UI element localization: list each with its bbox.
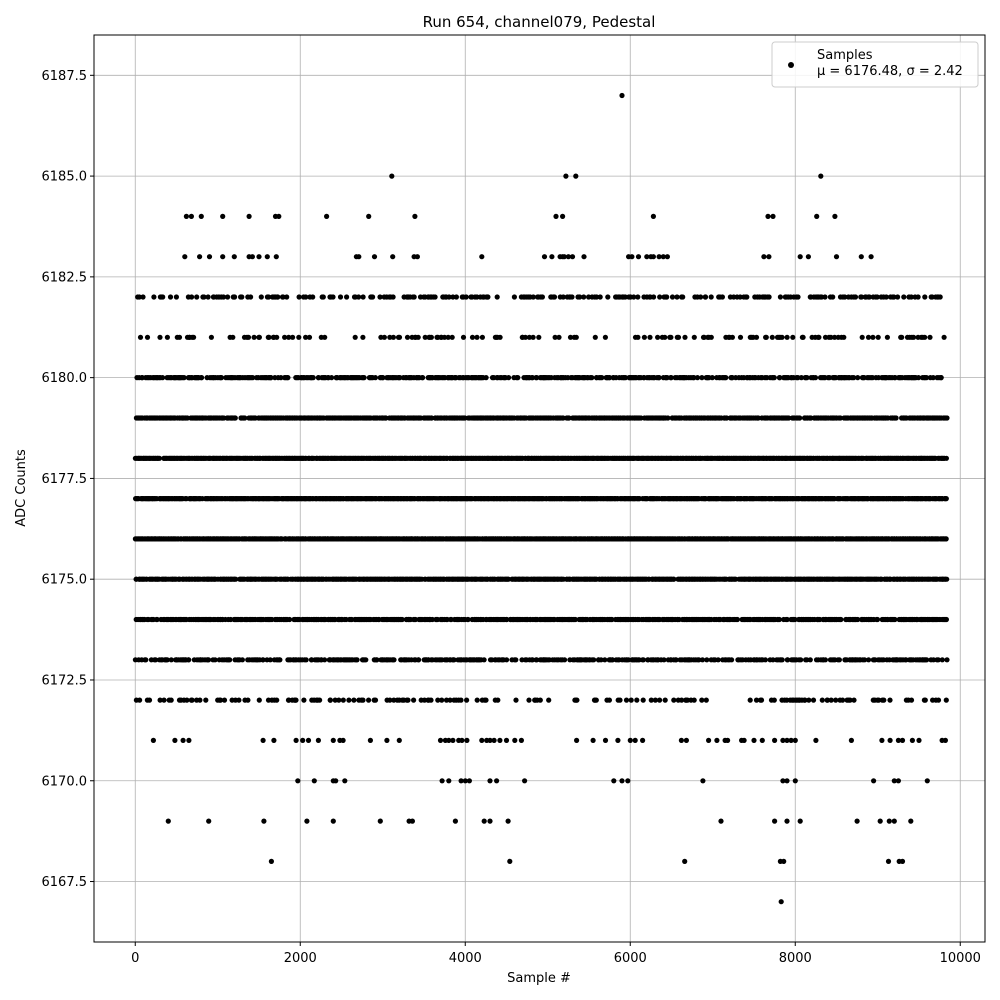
data-point xyxy=(892,616,898,623)
data-point xyxy=(640,657,647,663)
data-point xyxy=(943,455,950,461)
data-point xyxy=(661,657,667,663)
data-point xyxy=(866,657,872,663)
data-point xyxy=(785,657,791,663)
data-point xyxy=(836,657,843,663)
data-point xyxy=(770,657,776,663)
data-point xyxy=(598,657,604,663)
data-point xyxy=(699,657,706,663)
data-point xyxy=(329,375,335,381)
data-point xyxy=(420,375,426,381)
data-point xyxy=(625,657,632,663)
data-point xyxy=(944,657,950,663)
data-point xyxy=(734,616,741,623)
data-point xyxy=(199,375,205,381)
data-point xyxy=(153,657,159,663)
data-point xyxy=(822,657,829,663)
data-point xyxy=(944,576,950,582)
data-point xyxy=(943,536,949,542)
data-point xyxy=(227,657,233,663)
data-point xyxy=(797,415,803,421)
data-point xyxy=(855,616,861,623)
data-point xyxy=(609,616,615,623)
data-point xyxy=(483,375,489,381)
data-point xyxy=(354,657,360,663)
data-point xyxy=(792,616,798,623)
data-point xyxy=(160,375,166,381)
data-point xyxy=(322,657,328,663)
data-point xyxy=(671,576,677,582)
data-point xyxy=(807,657,813,663)
data-point xyxy=(212,657,218,663)
data-point xyxy=(168,657,174,663)
data-point xyxy=(154,616,160,623)
data-point xyxy=(943,616,950,623)
data-point xyxy=(465,616,471,623)
data-point xyxy=(696,657,702,663)
data-point xyxy=(729,657,735,663)
data-point xyxy=(673,657,679,663)
data-point xyxy=(399,616,405,623)
data-point xyxy=(233,576,239,582)
data-point xyxy=(944,415,950,421)
data-point xyxy=(361,375,367,381)
data-point xyxy=(504,616,510,623)
data-point xyxy=(374,657,380,663)
data-point xyxy=(303,657,309,663)
chart-title: Run 654, channel079, Pedestal xyxy=(423,13,656,31)
data-point xyxy=(715,657,721,663)
data-point xyxy=(562,657,568,663)
data-point xyxy=(372,375,378,381)
data-point xyxy=(939,657,945,663)
data-point xyxy=(779,657,785,663)
data-point xyxy=(506,375,512,381)
data-point xyxy=(704,657,710,663)
data-point xyxy=(504,657,510,663)
data-point xyxy=(363,657,369,663)
data-point xyxy=(924,657,930,663)
data-points xyxy=(132,92,950,905)
data-point xyxy=(591,657,597,663)
data-point xyxy=(267,657,273,663)
data-point xyxy=(776,616,783,623)
data-point xyxy=(935,657,941,663)
data-point xyxy=(239,657,245,663)
data-point xyxy=(529,657,536,663)
data-point xyxy=(874,616,881,623)
data-point xyxy=(943,496,949,502)
data-point xyxy=(784,616,790,623)
data-point xyxy=(260,657,266,663)
data-point xyxy=(277,657,283,663)
data-point xyxy=(862,657,868,663)
data-point xyxy=(572,616,579,623)
data-point xyxy=(186,657,192,663)
data-point xyxy=(893,415,899,421)
data-point xyxy=(391,657,397,663)
data-point xyxy=(164,657,170,663)
data-point xyxy=(513,657,519,663)
data-point xyxy=(534,657,540,663)
data-point xyxy=(515,375,521,381)
data-point xyxy=(609,657,616,663)
data-point xyxy=(143,657,149,663)
data-point xyxy=(206,657,212,663)
data-point xyxy=(838,616,844,623)
data-point xyxy=(451,657,457,663)
data-point xyxy=(762,657,769,663)
data-point xyxy=(589,375,595,381)
data-point xyxy=(416,657,422,663)
data-point xyxy=(232,415,238,421)
data-point xyxy=(602,657,608,663)
data-point xyxy=(310,375,316,381)
data-point xyxy=(285,375,291,381)
data-point xyxy=(287,616,293,623)
data-point xyxy=(798,657,804,663)
data-point xyxy=(481,657,487,663)
